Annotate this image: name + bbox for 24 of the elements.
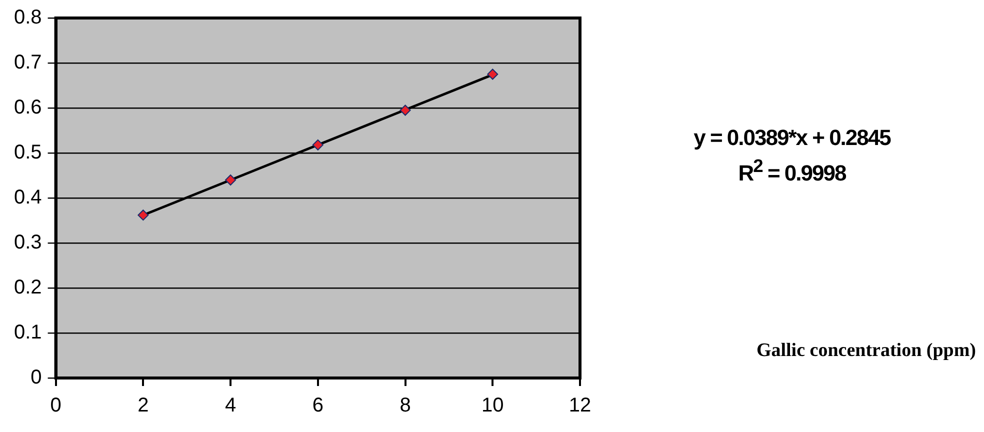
x-tick-label: 12 xyxy=(568,394,592,417)
x-tick-label: 4 xyxy=(224,394,236,417)
text: R$^{2}$ = 0.9998 xyxy=(737,155,847,186)
point xyxy=(138,210,149,221)
text: y = 0.0389*x + 0.2845 xyxy=(692,125,892,151)
y-tick-label: 0.7 xyxy=(14,52,42,74)
y-tick-label: 0 xyxy=(30,366,42,389)
y-tick-label: 0.5 xyxy=(14,142,42,164)
y-tick-label: 0.2 xyxy=(14,276,42,299)
point xyxy=(225,174,236,186)
y-tick-label: 0.8 xyxy=(14,6,42,29)
x-tick-label: 2 xyxy=(138,394,149,417)
point xyxy=(400,104,411,116)
x-tick-label: 6 xyxy=(312,394,324,417)
y-tick-label: 0.4 xyxy=(14,186,42,209)
x-tick-label: 8 xyxy=(400,394,411,417)
x-tick-label: 0 xyxy=(50,394,62,417)
point xyxy=(312,139,324,150)
x-tick-label: 10 xyxy=(482,394,504,417)
y-tick-label: 0.6 xyxy=(14,96,42,119)
point xyxy=(487,68,498,80)
y-tick-label: 0.3 xyxy=(14,232,42,254)
y-tick-label: 0.1 xyxy=(14,322,42,344)
text: Gallic concentration (ppm) xyxy=(756,340,976,362)
